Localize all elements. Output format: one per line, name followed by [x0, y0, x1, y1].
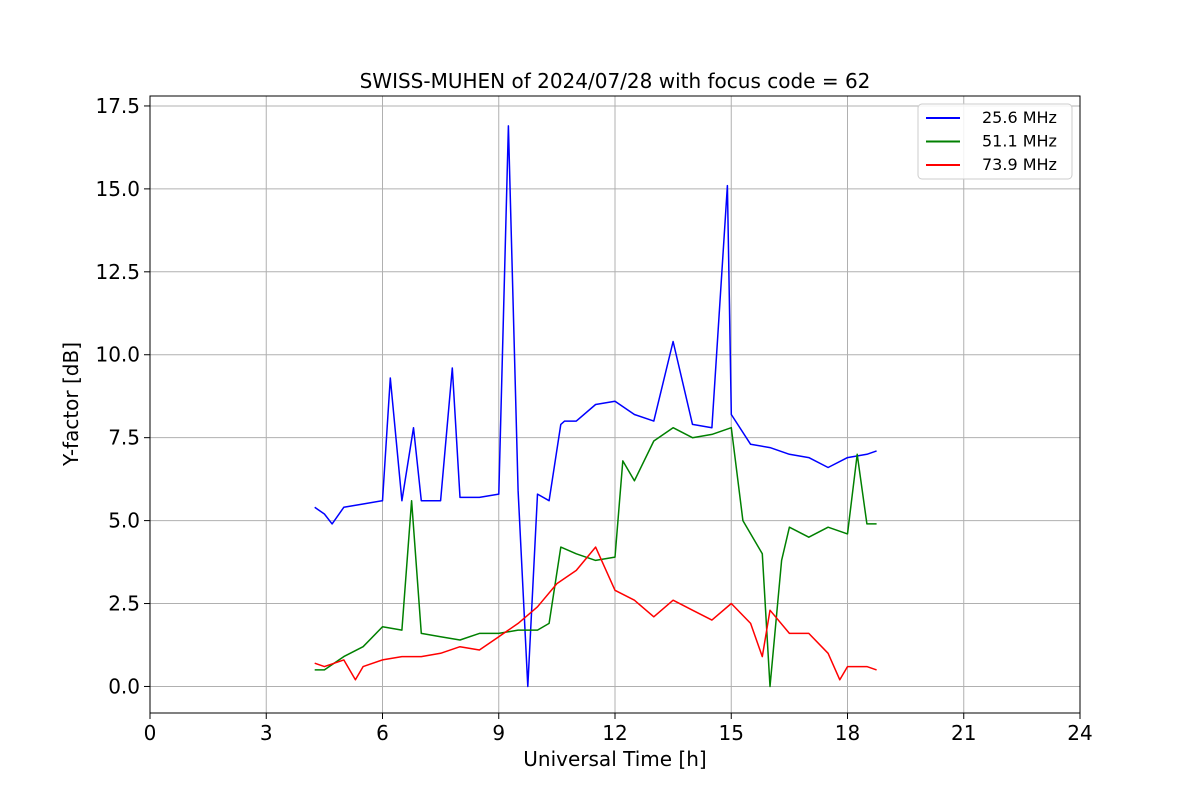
- series-group: [314, 125, 877, 688]
- x-axis: 0 3 6 9 12 15 18 21 24: [144, 713, 1093, 745]
- x-tick-label: 18: [835, 721, 860, 745]
- legend-box: [917, 103, 1073, 180]
- grid: [149, 96, 1081, 713]
- series-line-3: [314, 546, 877, 681]
- y-tick-label: 2.5: [108, 592, 140, 616]
- y-tick-label: 15.0: [95, 177, 140, 201]
- x-tick-label: 0: [144, 721, 157, 745]
- x-tick-label: 3: [260, 721, 273, 745]
- y-tick-label: 12.5: [95, 260, 140, 284]
- legend-label: 25.6 MHz: [982, 108, 1057, 127]
- y-axis: 0.0 2.5 5.0 7.5 10.0 12.5 15.0 17.5: [95, 94, 150, 698]
- y-tick-label: 7.5: [108, 426, 140, 450]
- y-axis-label: Y-factor [dB]: [59, 342, 83, 467]
- legend-label: 51.1 MHz: [982, 132, 1057, 151]
- x-tick-label: 12: [602, 721, 627, 745]
- legend-label: 73.9 MHz: [982, 155, 1057, 174]
- y-tick-label: 17.5: [95, 94, 140, 118]
- chart-title: SWISS-MUHEN of 2024/07/28 with focus cod…: [360, 69, 871, 93]
- x-tick-label: 9: [492, 721, 505, 745]
- y-tick-label: 0.0: [108, 674, 140, 698]
- y-tick-label: 10.0: [95, 343, 140, 367]
- x-tick-label: 6: [376, 721, 389, 745]
- x-tick-label: 21: [951, 721, 976, 745]
- x-tick-label: 24: [1067, 721, 1092, 745]
- series-line-2: [314, 426, 877, 688]
- series-line-1: [314, 125, 877, 688]
- x-axis-label: Universal Time [h]: [523, 747, 706, 771]
- legend: 25.6 MHz 51.1 MHz 73.9 MHz: [917, 103, 1073, 180]
- x-tick-label: 15: [719, 721, 744, 745]
- y-tick-label: 5.0: [108, 509, 140, 533]
